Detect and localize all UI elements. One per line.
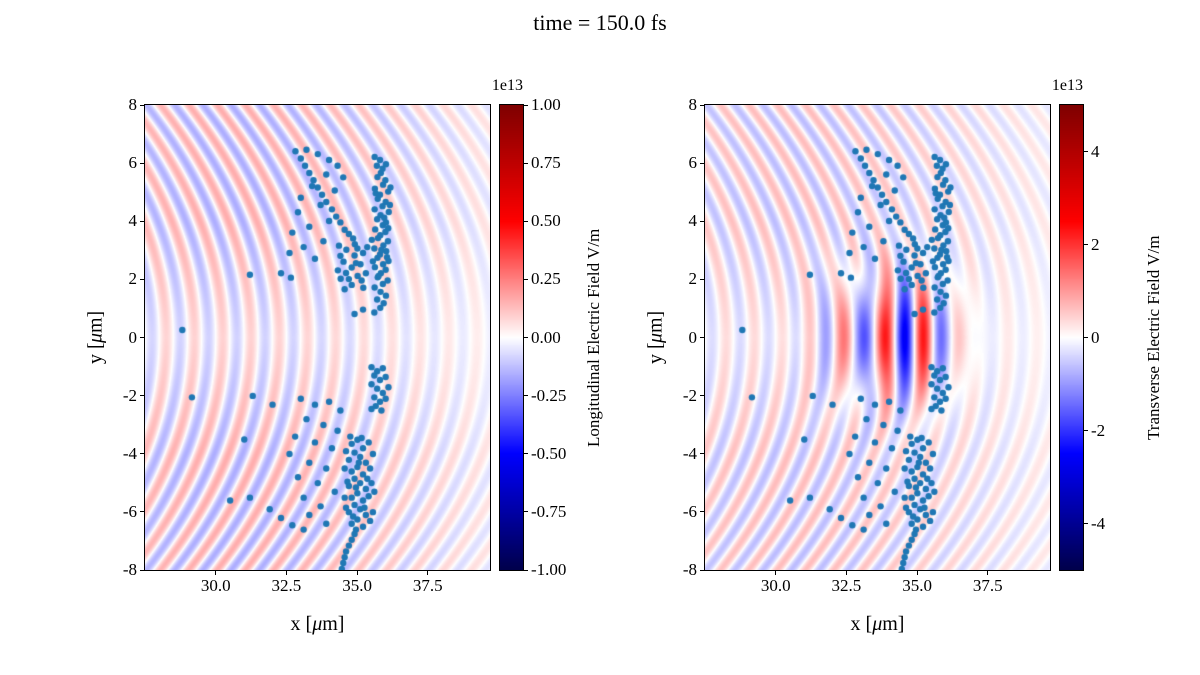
colorbar-tick-mark — [1083, 337, 1088, 338]
y-tick-label: -8 — [682, 560, 697, 579]
colorbar-scale-offset: 1e13 — [1051, 77, 1083, 94]
y-tick-label: 6 — [688, 153, 698, 173]
x-tick-mark — [775, 570, 777, 575]
y-tick-mark — [140, 220, 145, 222]
colorbar-tick-label: -0.25 — [531, 385, 567, 405]
colorbar-tick-mark — [1083, 523, 1088, 524]
y-tick-label: 2 — [128, 269, 138, 289]
x-axis-label-unit: m] — [882, 613, 905, 635]
x-axis-label-text: x [ — [290, 613, 313, 635]
colorbar-tick-mark — [523, 104, 528, 106]
y-tick-label: 0 — [688, 327, 698, 347]
colorbar-tick-mark — [523, 569, 528, 571]
y-tick-mark — [700, 220, 705, 222]
y-tick-mark — [140, 569, 145, 571]
colorbar-tick-mark — [523, 162, 528, 164]
colorbar-tick-label: 4 — [1091, 141, 1100, 161]
transverse-heatmap-scatter-canvas — [705, 105, 1050, 570]
x-tick-mark — [987, 570, 989, 575]
figure-title: time = 150.0 fs — [533, 10, 667, 35]
colorbar-tick-label: -2 — [1091, 420, 1106, 440]
y-tick-mark — [140, 278, 145, 280]
y-tick-label: 4 — [128, 211, 138, 231]
colorbar-tick-mark — [523, 220, 528, 222]
colorbar-tick-label: -4 — [1091, 513, 1106, 533]
y-tick-mark — [140, 453, 145, 455]
y-tick-label: 6 — [128, 153, 138, 173]
colorbar-tick-mark — [1083, 244, 1088, 245]
mu-symbol: μ — [872, 613, 883, 635]
colorbar-tick-label: 0 — [1091, 327, 1100, 347]
y-tick-mark — [700, 278, 705, 280]
y-tick-label: 8 — [128, 95, 138, 114]
y-tick-label: 4 — [688, 211, 698, 231]
x-tick-mark — [356, 570, 358, 575]
colorbar-gradient — [500, 105, 523, 570]
colorbar-tick-label: 2 — [1091, 234, 1100, 254]
y-tick-mark — [700, 569, 705, 571]
y-tick-mark — [700, 395, 705, 397]
colorbar-label: Transverse Electric Field V/m — [1144, 235, 1163, 440]
x-tick-mark — [427, 570, 429, 575]
y-tick-label: 8 — [688, 95, 698, 114]
colorbar-tick-mark — [1083, 430, 1088, 431]
y-tick-label: -2 — [122, 385, 137, 405]
colorbar-gradient — [1060, 105, 1083, 570]
mu-symbol: μ — [312, 613, 323, 635]
y-tick-label: 2 — [688, 269, 698, 289]
colorbar-tick-mark — [1083, 151, 1088, 152]
colorbar-tick-label: 0.25 — [531, 269, 561, 289]
y-tick-mark — [140, 395, 145, 397]
colorbar-scale-offset: 1e13 — [491, 77, 523, 94]
x-tick-label: 32.5 — [271, 576, 302, 595]
x-tick-label: 35.0 — [342, 576, 372, 595]
x-tick-label: 30.0 — [200, 576, 231, 595]
y-tick-label: 0 — [128, 327, 138, 347]
x-tick-mark — [285, 570, 287, 575]
y-tick-mark — [700, 453, 705, 455]
y-tick-label: -6 — [122, 501, 137, 521]
x-tick-label: 35.0 — [902, 576, 932, 595]
x-tick-mark — [215, 570, 217, 575]
colorbar-tick-label: -0.75 — [531, 501, 567, 521]
x-axis-label-unit: m] — [322, 613, 345, 635]
x-tick-label: 37.5 — [412, 576, 443, 595]
colorbar-tick-label: 0.50 — [531, 211, 561, 231]
colorbar-tick-label: -0.50 — [531, 443, 567, 463]
colorbar-tick-mark — [523, 337, 528, 338]
x-axis-label: x [μm] — [705, 613, 1050, 636]
y-tick-mark — [700, 337, 705, 338]
y-tick-mark — [140, 511, 145, 513]
y-tick-mark — [700, 511, 705, 513]
y-tick-mark — [140, 337, 145, 338]
x-tick-label: 37.5 — [972, 576, 1003, 595]
x-tick-mark — [845, 570, 847, 575]
y-tick-label: -4 — [122, 443, 137, 463]
colorbar-label: Longitudinal Electric Field V/m — [584, 228, 603, 447]
x-tick-label: 32.5 — [831, 576, 862, 595]
colorbar-tick-label: 0.75 — [531, 153, 561, 173]
y-tick-label: -8 — [122, 560, 137, 579]
colorbar-tick-mark — [523, 395, 528, 397]
y-tick-label: -4 — [682, 443, 697, 463]
colorbar-tick-label: 0.00 — [531, 327, 561, 347]
x-tick-mark — [916, 570, 918, 575]
colorbar-tick-label: 1.00 — [531, 95, 561, 114]
colorbar-tick-mark — [523, 453, 528, 455]
colorbar-tick-mark — [523, 511, 528, 513]
colorbar-tick-label: -1.00 — [531, 560, 567, 579]
y-tick-mark — [700, 162, 705, 164]
y-tick-label: -2 — [682, 385, 697, 405]
x-axis-label: x [μm] — [145, 613, 490, 636]
y-tick-label: -6 — [682, 501, 697, 521]
y-tick-mark — [140, 104, 145, 106]
x-tick-label: 30.0 — [760, 576, 791, 595]
colorbar-tick-mark — [523, 278, 528, 280]
x-axis-label-text: x [ — [850, 613, 873, 635]
y-tick-mark — [700, 104, 705, 106]
longitudinal-heatmap-scatter-canvas — [145, 105, 490, 570]
y-tick-mark — [140, 162, 145, 164]
